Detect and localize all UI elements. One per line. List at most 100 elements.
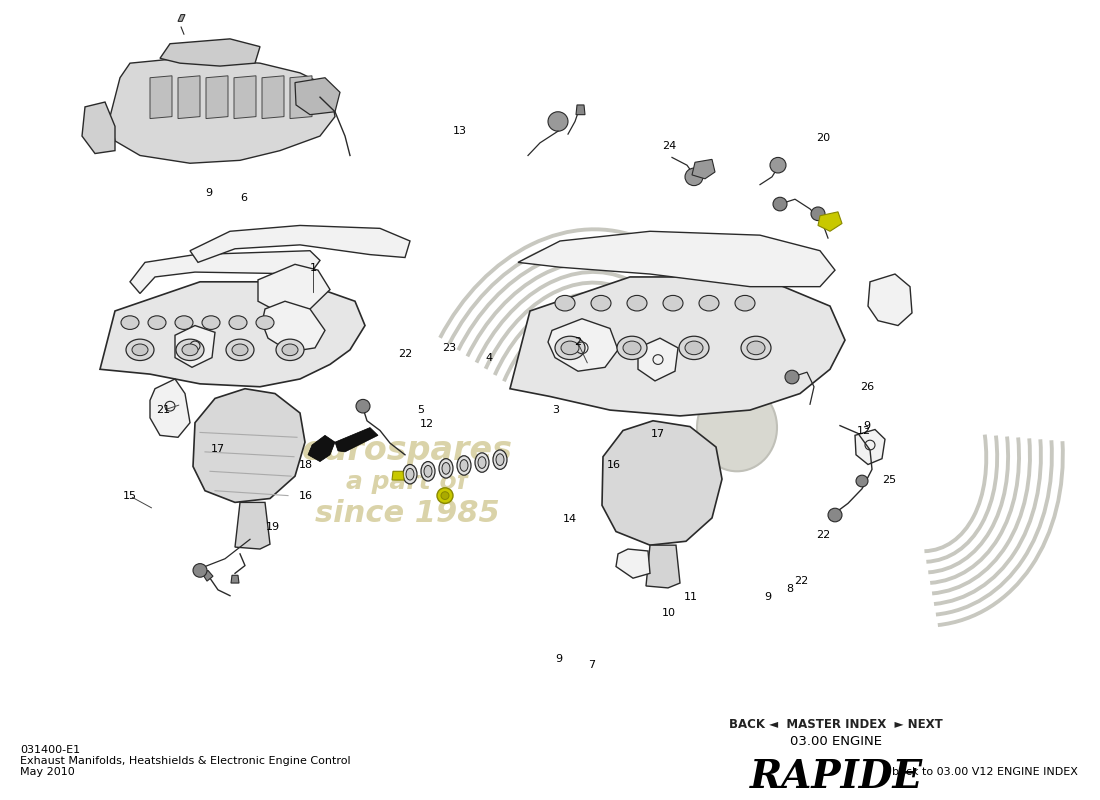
Text: 4: 4 [486, 353, 493, 362]
Polygon shape [234, 76, 256, 118]
Ellipse shape [176, 339, 204, 361]
Text: 9: 9 [556, 654, 562, 664]
Ellipse shape [663, 295, 683, 311]
Text: 24: 24 [662, 141, 675, 151]
Text: 2: 2 [574, 337, 581, 347]
Polygon shape [576, 105, 585, 114]
Circle shape [192, 564, 207, 578]
Text: BACK ◄  MASTER INDEX  ► NEXT: BACK ◄ MASTER INDEX ► NEXT [729, 718, 943, 730]
Text: 03.00 ENGINE: 03.00 ENGINE [790, 734, 882, 748]
Ellipse shape [132, 344, 148, 356]
Ellipse shape [424, 466, 432, 477]
Polygon shape [150, 76, 172, 118]
Polygon shape [100, 282, 365, 386]
Ellipse shape [406, 468, 414, 480]
Ellipse shape [623, 341, 641, 354]
Polygon shape [231, 575, 239, 583]
Circle shape [441, 492, 449, 499]
Text: 9: 9 [864, 421, 870, 431]
Ellipse shape [175, 316, 192, 330]
Text: 13: 13 [453, 126, 466, 136]
Ellipse shape [493, 450, 507, 470]
Ellipse shape [439, 458, 453, 478]
Text: 14: 14 [563, 514, 576, 524]
Circle shape [773, 198, 786, 211]
Polygon shape [202, 570, 213, 581]
Ellipse shape [496, 454, 504, 466]
Ellipse shape [697, 384, 777, 471]
Ellipse shape [182, 344, 198, 356]
Ellipse shape [442, 462, 450, 474]
Text: 10: 10 [662, 607, 675, 618]
Text: 9: 9 [764, 592, 771, 602]
Polygon shape [540, 286, 790, 335]
Ellipse shape [232, 344, 248, 356]
Ellipse shape [747, 341, 764, 354]
Polygon shape [518, 231, 835, 286]
Circle shape [437, 488, 453, 503]
Ellipse shape [421, 462, 434, 481]
Text: 26: 26 [860, 382, 873, 392]
Text: 17: 17 [211, 444, 224, 454]
Text: 6: 6 [241, 194, 248, 203]
Circle shape [685, 168, 703, 186]
Text: 22: 22 [816, 530, 829, 540]
Circle shape [548, 112, 568, 131]
Polygon shape [178, 14, 185, 22]
Polygon shape [855, 430, 886, 465]
Ellipse shape [561, 341, 579, 354]
Text: 9: 9 [206, 188, 212, 198]
Ellipse shape [698, 295, 719, 311]
Text: 11: 11 [684, 592, 697, 602]
Polygon shape [638, 338, 678, 381]
Polygon shape [602, 421, 722, 545]
Ellipse shape [226, 339, 254, 361]
Ellipse shape [556, 295, 575, 311]
Ellipse shape [148, 316, 166, 330]
Polygon shape [110, 309, 300, 354]
Polygon shape [150, 379, 190, 438]
Polygon shape [160, 39, 260, 66]
Polygon shape [262, 302, 324, 352]
Ellipse shape [229, 316, 248, 330]
Text: 23: 23 [442, 343, 455, 354]
Text: 7: 7 [588, 660, 595, 670]
Text: May 2010: May 2010 [20, 766, 75, 777]
Polygon shape [392, 471, 404, 480]
Ellipse shape [276, 339, 304, 361]
Ellipse shape [591, 295, 611, 311]
Text: 20: 20 [816, 134, 829, 143]
Text: 12: 12 [857, 426, 870, 437]
Circle shape [356, 399, 370, 413]
Text: RAPIDE: RAPIDE [749, 758, 923, 796]
Ellipse shape [282, 344, 298, 356]
Text: back to 03.00 V12 ENGINE INDEX: back to 03.00 V12 ENGINE INDEX [892, 766, 1078, 777]
Circle shape [785, 370, 799, 384]
Polygon shape [235, 502, 270, 549]
Polygon shape [206, 76, 228, 118]
Polygon shape [192, 389, 305, 502]
Text: since 1985: since 1985 [315, 498, 499, 527]
Polygon shape [868, 274, 912, 326]
Polygon shape [130, 250, 320, 294]
Ellipse shape [121, 316, 139, 330]
Circle shape [856, 475, 868, 487]
Circle shape [811, 207, 825, 221]
Text: Exhaust Manifolds, Heatshields & Electronic Engine Control: Exhaust Manifolds, Heatshields & Electro… [20, 756, 351, 766]
Text: 12: 12 [420, 418, 433, 429]
Text: 16: 16 [299, 491, 312, 501]
Polygon shape [336, 427, 378, 452]
Polygon shape [510, 277, 845, 416]
Ellipse shape [478, 457, 486, 468]
Ellipse shape [202, 316, 220, 330]
Text: 19: 19 [266, 522, 279, 532]
Text: a part of: a part of [346, 470, 468, 494]
Polygon shape [178, 76, 200, 118]
Text: 1: 1 [310, 263, 317, 274]
Ellipse shape [735, 295, 755, 311]
Text: 25: 25 [882, 475, 895, 486]
Ellipse shape [556, 336, 585, 359]
Polygon shape [82, 102, 116, 154]
Ellipse shape [460, 460, 467, 471]
Ellipse shape [685, 341, 703, 354]
